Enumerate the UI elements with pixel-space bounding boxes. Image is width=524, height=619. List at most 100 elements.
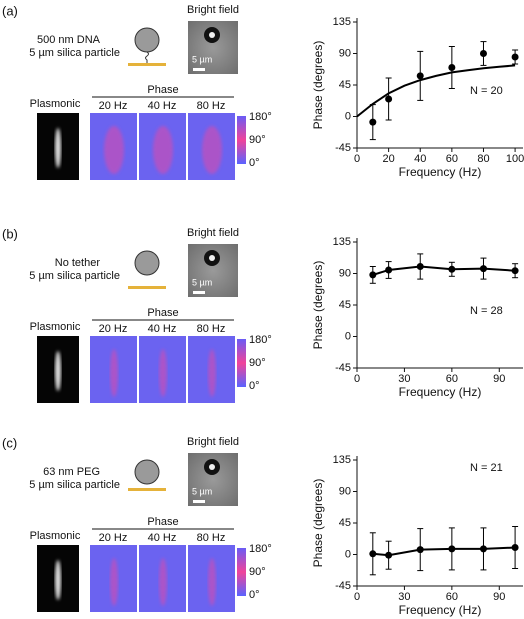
frequency-label: 80 Hz	[197, 100, 226, 112]
particle-label: 5 µm silica particle	[29, 47, 120, 59]
x-tick-label: 90	[493, 591, 505, 603]
y-tick-label: 0	[345, 110, 351, 122]
mean-line	[372, 265, 516, 276]
tether	[145, 51, 149, 63]
scale-label: 5 µm	[192, 54, 212, 64]
scale-label: 5 µm	[192, 277, 212, 287]
phase-label: Phase	[147, 516, 178, 528]
y-tick-label: 0	[345, 548, 351, 560]
plasmonic-spot	[55, 128, 61, 168]
mean-point	[416, 546, 424, 554]
colorbar-label: 90°	[249, 566, 266, 578]
plasmonic-spot	[55, 351, 61, 391]
x-tick-label: 100	[506, 153, 524, 165]
phase-label: Phase	[147, 307, 178, 319]
mean-point	[448, 64, 456, 71]
x-axis-label: Frequency (Hz)	[399, 385, 482, 399]
mean-point	[385, 95, 393, 103]
phase-label: Phase	[147, 84, 178, 96]
frequency-label: 40 Hz	[148, 100, 177, 112]
tether-label: 500 nm DNA	[37, 34, 101, 46]
particle-highlight	[209, 255, 215, 261]
frequency-label: 20 Hz	[99, 323, 128, 335]
mean-point	[416, 72, 424, 80]
mean-point	[369, 118, 377, 126]
annotation: N = 21	[470, 462, 503, 474]
annotation: N = 20	[470, 85, 503, 97]
y-axis-label: Phase (degrees)	[311, 479, 325, 568]
scale-label: 5 µm	[192, 486, 212, 496]
y-tick-label: 135	[333, 16, 351, 28]
y-tick-label: -45	[335, 142, 351, 154]
fit-line	[356, 64, 516, 118]
x-tick-label: 0	[354, 153, 360, 165]
mean-point	[416, 263, 424, 270]
panel-label: (b)	[2, 226, 18, 241]
colorbar-label: 0°	[249, 589, 260, 601]
x-tick-label: 30	[398, 373, 410, 385]
x-tick-label: 0	[354, 591, 360, 603]
annotation: N = 28	[470, 305, 503, 317]
mean-point	[511, 544, 519, 551]
particle-label: 5 µm silica particle	[29, 270, 120, 282]
plasmonic-label: Plasmonic	[30, 98, 81, 110]
x-axis-label: Frequency (Hz)	[399, 165, 482, 179]
colorbar	[237, 548, 246, 596]
x-axis-label: Frequency (Hz)	[399, 603, 482, 617]
mean-point	[448, 265, 456, 273]
colorbar-label: 0°	[249, 157, 260, 169]
y-tick-label: 135	[333, 454, 351, 466]
mean-point	[511, 267, 519, 275]
panel-label: (c)	[2, 435, 17, 450]
phase-streak	[208, 349, 216, 397]
x-tick-label: 60	[446, 591, 458, 603]
phase-streak	[110, 349, 118, 397]
frequency-label: 80 Hz	[197, 323, 226, 335]
particle-label: 5 µm silica particle	[29, 479, 120, 491]
particle	[134, 250, 160, 276]
phase-streak	[202, 126, 222, 174]
frequency-label: 20 Hz	[99, 100, 128, 112]
plasmonic-label: Plasmonic	[30, 530, 81, 542]
y-tick-label: 0	[345, 330, 351, 342]
y-axis-label: Phase (degrees)	[311, 41, 325, 130]
y-tick-label: -45	[335, 580, 351, 592]
y-tick-label: 90	[339, 267, 351, 279]
x-tick-label: 20	[382, 153, 394, 165]
mean-line	[372, 546, 516, 557]
phase-streak	[159, 349, 167, 397]
colorbar	[237, 339, 246, 387]
colorbar-label: 180°	[249, 334, 272, 346]
surface	[128, 488, 166, 491]
particle-highlight	[209, 464, 215, 470]
colorbar-label: 90°	[249, 357, 266, 369]
colorbar-label: 90°	[249, 134, 266, 146]
particle-highlight	[209, 32, 215, 38]
particle	[134, 27, 160, 53]
y-tick-label: 45	[339, 79, 351, 91]
x-tick-label: 0	[354, 373, 360, 385]
colorbar-label: 180°	[249, 543, 272, 555]
phase-streak	[159, 558, 167, 606]
y-tick-label: 45	[339, 299, 351, 311]
tether-label: 63 nm PEG	[43, 466, 100, 478]
y-tick-label: 45	[339, 517, 351, 529]
tether-label: No tether	[55, 257, 101, 269]
colorbar-label: 180°	[249, 111, 272, 123]
frequency-label: 40 Hz	[148, 323, 177, 335]
frequency-label: 20 Hz	[99, 532, 128, 544]
x-tick-label: 90	[493, 373, 505, 385]
x-tick-label: 40	[414, 153, 426, 165]
y-tick-label: 90	[339, 485, 351, 497]
particle	[134, 459, 160, 485]
scale-bar	[193, 500, 205, 503]
plasmonic-spot	[55, 560, 61, 600]
phase-streak	[110, 558, 118, 606]
frequency-label: 80 Hz	[197, 532, 226, 544]
mean-point	[448, 545, 456, 553]
scale-bar	[193, 68, 205, 71]
